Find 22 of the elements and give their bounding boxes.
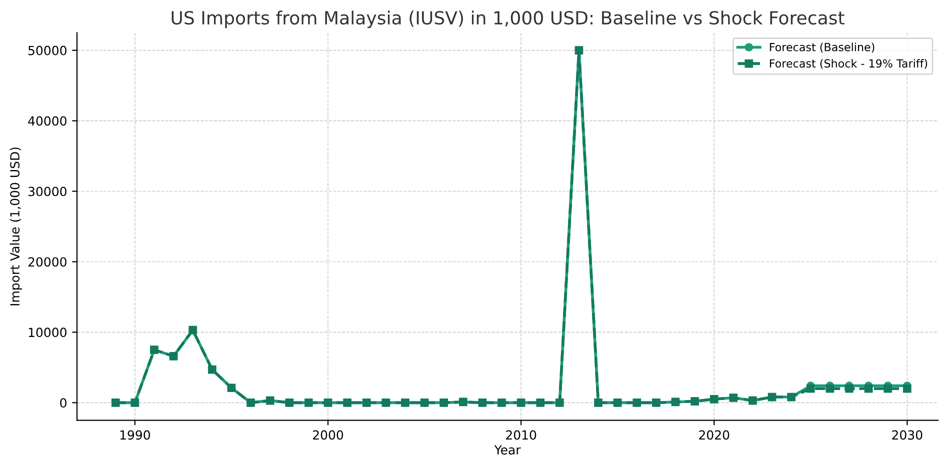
chart-title: US Imports from Malaysia (IUSV) in 1,000 USD: Baseline vs Shock Forecast	[172, 10, 844, 28]
point	[864, 384, 873, 393]
x-axis-title: Year	[494, 445, 521, 455]
legend-label: Forecast (Baseline)	[770, 42, 874, 53]
y-tick-label: 30000	[28, 186, 66, 196]
x-tick-label: 1990	[120, 430, 150, 440]
legend-label: Forecast (Shock - 19% Tariff)	[770, 59, 928, 69]
y-tick-label: 50000	[28, 46, 66, 56]
point	[884, 384, 892, 393]
x-tick-label: 2000	[312, 430, 344, 440]
y-axis-title: Import Value (1,000 USD)	[10, 148, 22, 306]
x-tick-label: 2010	[506, 430, 536, 440]
y-tick-label: 40000	[28, 116, 66, 126]
y-tick-label: 0	[60, 398, 66, 408]
x-tick-label: 2020	[699, 430, 730, 440]
point	[903, 384, 912, 393]
y-tick-label: 20000	[28, 257, 66, 267]
point	[806, 384, 815, 393]
point	[826, 384, 834, 393]
point	[845, 384, 854, 393]
x-tick-label: 2030	[892, 430, 922, 440]
y-tick-label: 10000	[28, 328, 66, 338]
